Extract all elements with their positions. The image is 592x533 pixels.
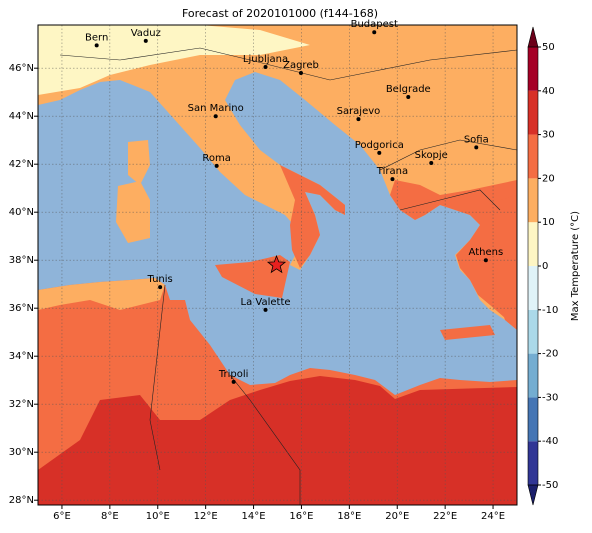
city-dot (390, 177, 395, 182)
borders (229, 374, 301, 505)
borders (149, 284, 166, 471)
map-frame (37, 24, 518, 506)
city-label: Tirana (376, 166, 408, 177)
colorbar-tick-label: -10 (542, 305, 558, 316)
colorbar-tick-label: 20 (542, 173, 555, 184)
colorbar-band (528, 178, 538, 223)
y-tick-label: 36°N (9, 303, 34, 314)
x-tick-label: 6°E (53, 511, 71, 522)
corsica (128, 140, 150, 185)
y-tick-label: 40°N (9, 207, 34, 218)
city-dot (474, 145, 479, 150)
y-tick-label: 46°N (9, 63, 34, 74)
colorbar-band (528, 222, 538, 266)
y-tick-label: 30°N (9, 447, 34, 458)
colorbar-tick-label: 40 (542, 86, 555, 97)
land-europe (38, 25, 517, 330)
x-tick-label: 8°E (101, 511, 119, 522)
city-dot (429, 161, 434, 165)
city-label: Athens (469, 247, 504, 258)
colorbar-tick-label: -50 (542, 480, 558, 491)
city-label: Podgorica (355, 140, 404, 151)
city-label: Vaduz (131, 28, 161, 39)
event-marker (266, 254, 287, 274)
warm-turkey (495, 195, 517, 330)
map-title: Forecast of 2020101000 (f144-168) (182, 7, 378, 20)
y-tick-label: 34°N (9, 351, 34, 362)
hot-zone (38, 376, 517, 505)
city-label: Zagreb (283, 60, 319, 71)
colorbar-tick-label: 50 (542, 42, 555, 53)
city-dot (483, 258, 488, 263)
x-tick-label: 16°E (289, 511, 313, 522)
city-label: La Valette (241, 297, 291, 308)
colorbar-tick-label: 0 (542, 261, 548, 272)
x-tick-label: 22°E (433, 511, 457, 522)
colorbar-tick-label: 30 (542, 130, 555, 141)
city-label: Roma (202, 153, 231, 164)
colorbar-band (528, 353, 538, 398)
y-tick-label: 32°N (9, 399, 34, 410)
colorbar-band (528, 309, 538, 354)
city-dot (94, 43, 99, 48)
x-tick-label: 12°E (194, 511, 218, 522)
colorbar-band (528, 90, 538, 135)
city-dot (406, 95, 411, 99)
colorbar-band (528, 134, 538, 179)
x-tick-label: 24°E (481, 511, 505, 522)
colorbar-tick-label: 10 (542, 217, 555, 228)
colorbar-extend-low (527, 484, 539, 506)
city-label: Belgrade (386, 84, 431, 95)
city-label: Skopje (415, 150, 448, 161)
warm-south-italy (280, 165, 345, 268)
y-tick-label: 42°N (9, 159, 34, 170)
city-label: Tripoli (218, 369, 249, 380)
y-tick-label: 38°N (9, 255, 34, 266)
crete (440, 325, 495, 340)
x-tick-label: 14°E (242, 511, 266, 522)
city-label: Ljubljana (243, 54, 288, 65)
city-dot (298, 71, 303, 75)
city-label: Sarajevo (337, 106, 381, 117)
colorbar-tick-label: -40 (542, 436, 558, 447)
colorbar-band (528, 397, 538, 442)
colorbar-band (528, 47, 538, 91)
city-label: San Marino (188, 103, 244, 114)
x-tick-label: 20°E (385, 511, 409, 522)
borders (379, 139, 517, 171)
colorbar-tick-label: -20 (542, 349, 558, 360)
cool-zone (38, 25, 310, 95)
city-dot (377, 150, 382, 155)
map-area (38, 25, 517, 505)
city-label: Sofia (464, 134, 489, 145)
colorbar-extend-high (527, 26, 539, 48)
city-label: Bern (85, 32, 108, 43)
city-dot (372, 30, 377, 35)
city-dot (214, 163, 219, 168)
city-dot (158, 285, 163, 290)
city-dot (213, 114, 218, 119)
city-dot (263, 307, 268, 312)
colorbar-band (528, 266, 538, 310)
sicily (215, 255, 290, 298)
colorbar-label: Max Temperature (°C) (570, 211, 581, 321)
warm-balkans (390, 180, 517, 318)
city-label: Tunis (147, 274, 173, 285)
x-tick-label: 10°E (146, 511, 170, 522)
colorbar-tick-label: -30 (542, 392, 558, 403)
city-dot (231, 379, 236, 384)
x-tick-label: 18°E (337, 511, 361, 522)
warm-zone (38, 278, 165, 310)
y-tick-label: 44°N (9, 111, 34, 122)
city-dot (356, 117, 361, 122)
borders (399, 189, 501, 211)
borders (59, 47, 517, 81)
city-dot (143, 38, 148, 43)
city-dot (263, 65, 268, 69)
y-tick-label: 28°N (9, 495, 34, 506)
colorbar-band (528, 441, 538, 485)
